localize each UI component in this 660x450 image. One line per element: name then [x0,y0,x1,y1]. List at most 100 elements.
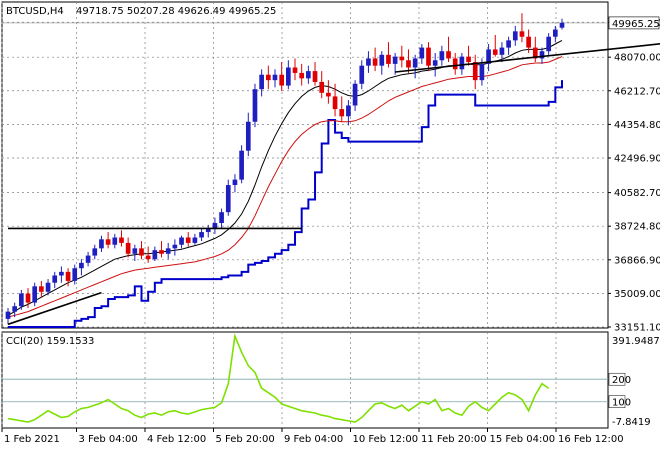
candle-bear [339,109,345,117]
time-tick-label: 9 Feb 04:00 [284,434,343,445]
price-panel[interactable] [1,1,609,329]
time-tick-label: 11 Feb 20:00 [421,434,487,445]
candle-bull [352,83,358,106]
candle-bear [472,62,478,81]
candle-bear [292,67,298,73]
cci-series [2,332,608,423]
candle-bear [406,60,411,68]
candle-bull [19,293,24,307]
price-tick-label: 42496.90 [614,153,660,164]
candle-bull [225,185,231,213]
candle-bull [552,29,558,37]
candle-bull [512,31,518,41]
candle-bull [412,58,418,68]
candle-bear [65,271,71,281]
price-tick-label: 44354.80 [614,120,660,131]
candle-bear [372,58,378,66]
trailing-stop-line [8,80,563,328]
candle-bull [252,89,258,122]
ohlc-values: 49718.75 50207.28 49626.49 49965.25 [76,6,276,17]
symbol-label: BTCUSD,H4 [6,6,64,17]
cci-tick-label: 391.9487 [612,336,660,347]
time-tick-label: 5 Feb 20:00 [216,434,275,445]
candle-bull [306,71,311,79]
candle-bear [279,74,284,86]
price-tick-label: 46212.70 [614,86,660,97]
candle-bull [486,49,491,64]
rising-trendline [395,43,660,73]
candle-bear [466,56,471,63]
cci-tick-label: 100 [612,398,631,409]
candle-bear [326,92,331,97]
candle-bull [439,51,445,61]
current-price-box [608,16,660,30]
cci-line [7,332,550,423]
candle-bear [25,293,31,303]
cci-label: CCI(20) 159.1533 [6,336,94,347]
candle-bear [265,74,271,81]
price-tick-label: 40582.70 [614,188,660,199]
candle-bear [119,237,124,243]
candle-bull [459,56,465,70]
candle-bull [132,248,138,254]
candle-bull [205,228,211,233]
candle-bull [539,51,545,59]
candle-bull [559,22,565,28]
candle-bull [479,63,485,81]
cci-tick-label: 200 [612,375,631,386]
price-tick-label: 38724.80 [614,222,660,233]
candle-bear [39,286,44,292]
candle-bull [432,60,438,66]
candle-bull [112,237,118,245]
time-tick-label: 3 Feb 04:00 [79,434,138,445]
time-tick-label: 16 Feb 12:00 [558,434,624,445]
candle-bear [452,58,458,70]
candle-bull [366,58,371,66]
moving-average-slow [7,56,563,318]
candle-bull [239,150,244,180]
candle-bull [286,67,291,86]
candle-bear [332,96,338,110]
candle-bull [212,223,218,229]
candle-bear [399,56,405,61]
candle-bear [185,237,191,243]
candle-bull [245,121,251,151]
candle-bull [99,239,104,249]
price-tick-label: 35009.00 [614,289,660,300]
candle-bull [232,179,238,186]
candle-bear [446,51,451,59]
candle-bear [125,242,131,254]
candle-bull [92,248,98,256]
time-tick-label: 10 Feb 12:00 [353,434,419,445]
candle-bull [172,244,178,249]
candle-bear [319,81,325,93]
candle-bull [59,271,64,276]
candle-bull [392,56,398,64]
candle-bull [259,74,264,90]
candle-bear [159,250,164,254]
candle-bull [506,40,511,48]
candle-bull [179,237,184,245]
candle-bear [139,248,144,256]
candle-bear [532,47,538,59]
candle-bull [52,275,58,283]
candle-bear [299,72,305,79]
candle-bear [526,36,531,48]
candle-bull [79,262,84,269]
candle-bull [199,232,204,238]
candle-bear [312,71,318,82]
candle-bull [72,268,78,281]
candle-bull [272,74,278,81]
time-tick-label: 1 Feb 2021 [4,434,60,445]
cci-level-box [608,395,626,408]
time-tick-label: 15 Feb 04:00 [490,434,556,445]
candle-bull [546,36,551,52]
candle-bull [499,47,505,55]
candle-bull [419,47,425,59]
candle-bull [219,212,224,224]
candle-bull [379,54,385,66]
price-tick-label: 48070.00 [614,53,660,64]
candle-bull [5,311,11,319]
candle-bear [145,255,151,260]
